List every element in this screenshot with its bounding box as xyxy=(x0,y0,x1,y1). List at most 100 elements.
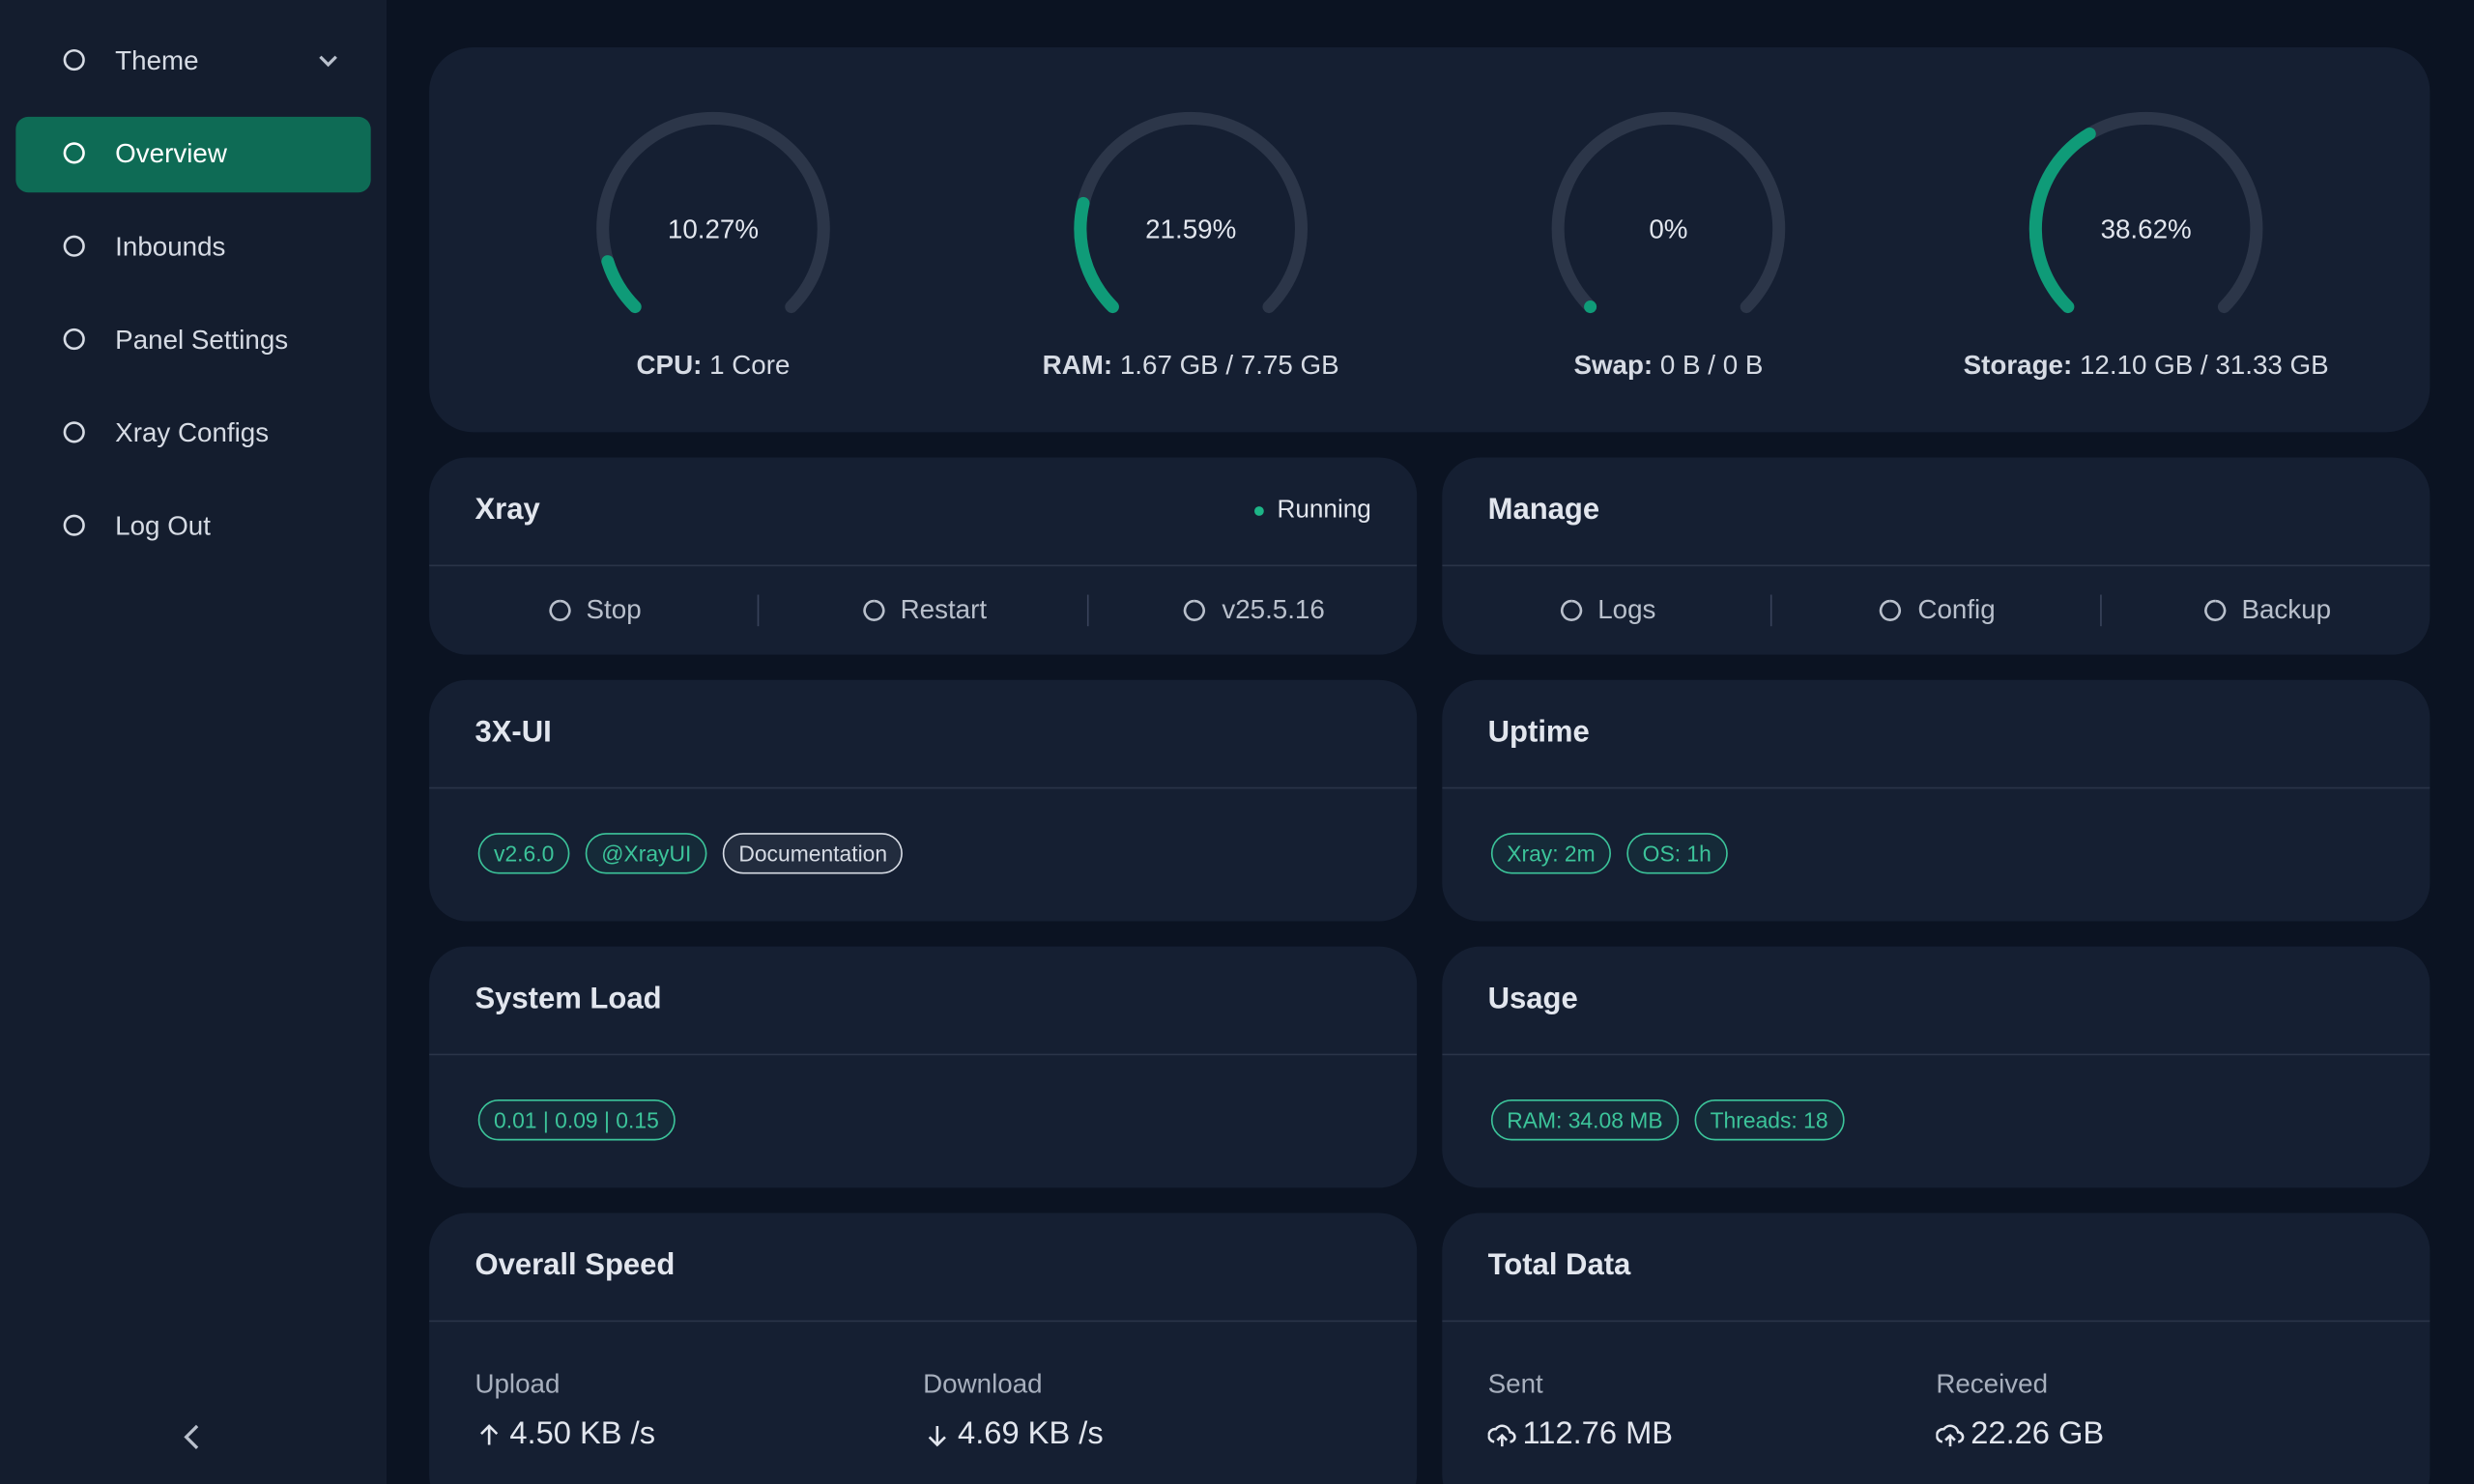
gauge-label: RAM: 1.67 GB / 7.75 GB xyxy=(954,350,1427,382)
icon xyxy=(63,421,85,443)
tag: RAM: 34.08 MB xyxy=(1490,1099,1679,1141)
icon xyxy=(928,1425,946,1446)
actions: Logs Config Backup xyxy=(1442,566,2430,654)
gauge-name: Storage: xyxy=(1963,350,2073,381)
action-label: Stop xyxy=(586,594,642,625)
icon xyxy=(63,514,85,536)
status-dot xyxy=(1254,506,1265,516)
card: Total Data Sent 112.76 MB Received 22.26 GB xyxy=(1442,1213,2431,1484)
action-button[interactable]: Backup xyxy=(2100,594,2430,627)
nav-item[interactable]: Log Out xyxy=(15,489,370,564)
icon xyxy=(862,599,884,621)
status: Running xyxy=(1254,497,1371,525)
tags: RAM: 34.08 MB Threads: 18 xyxy=(1442,1055,2430,1184)
card: Uptime Xray: 2m OS: 1h xyxy=(1442,679,2431,922)
icon xyxy=(1560,599,1582,621)
card-title: Uptime xyxy=(1487,716,1590,750)
action-button[interactable]: Config xyxy=(1769,594,2100,627)
stat-text: 4.69 KB /s xyxy=(958,1416,1104,1452)
icon-shape xyxy=(862,599,884,621)
gauge-detail: 1.67 GB / 7.75 GB xyxy=(1119,350,1339,381)
tag: Threads: 18 xyxy=(1694,1099,1844,1141)
gauge-arc xyxy=(2028,127,2096,314)
card-header: Usage xyxy=(1442,947,2431,1056)
nav-item[interactable]: Theme xyxy=(15,23,370,99)
card: Overall Speed Upload 4.50 KB /s Download 4.6… xyxy=(429,1213,1418,1484)
gauge-detail: 12.10 GB / 31.33 GB xyxy=(2079,350,2329,381)
action-button[interactable]: v25.5.16 xyxy=(1086,594,1417,627)
stat-value: 22.26 GB xyxy=(1936,1416,2384,1453)
card-title: Manage xyxy=(1487,494,1600,528)
card-header: Total Data xyxy=(1442,1213,2431,1323)
icon xyxy=(480,1423,499,1444)
card-header: Manage xyxy=(1442,457,2431,567)
icon xyxy=(63,235,85,257)
nav-item[interactable]: Inbounds xyxy=(15,210,370,285)
nav-item[interactable]: Overview xyxy=(15,116,371,193)
action-label: Backup xyxy=(2241,594,2332,625)
gauge-detail: 1 Core xyxy=(709,350,791,381)
icon-shape xyxy=(63,328,85,351)
gauges-card: 10.27% 21.59% 0% 38.62% CPU: 1 Core RAM: 1.6… xyxy=(429,46,2431,433)
stat-text: 22.26 GB xyxy=(1971,1416,2105,1452)
icon-shape xyxy=(1560,599,1582,621)
collapse-button[interactable] xyxy=(180,1423,205,1451)
card-title: Xray xyxy=(475,494,540,528)
gauge-name: Swap: xyxy=(1573,350,1654,381)
status-text: Running xyxy=(1277,497,1371,525)
stat: Sent 112.76 MB xyxy=(1487,1369,1937,1453)
stat-label: Received xyxy=(1936,1369,2049,1400)
gauge-detail: 0 B / 0 B xyxy=(1659,350,1764,381)
tags: v2.6.0 @XrayUI Documentation xyxy=(429,788,1417,918)
gauge-label: Swap: 0 B / 0 B xyxy=(1431,350,1905,382)
icon-shape xyxy=(63,514,85,536)
gauge-label: Storage: 12.10 GB / 31.33 GB xyxy=(1910,350,2383,382)
action-button[interactable]: Stop xyxy=(429,595,758,627)
nav-label: Panel Settings xyxy=(115,325,289,356)
card-header: Overall Speed xyxy=(429,1213,1418,1323)
stat-text: 112.76 MB xyxy=(1522,1416,1674,1452)
gauge-value: 38.62% xyxy=(2101,214,2192,244)
sidebar: Theme Overview Inbounds Panel Settings Xray … xyxy=(0,0,388,1484)
action-button[interactable]: Logs xyxy=(1442,595,1770,627)
stat-value: 4.69 KB /s xyxy=(923,1416,1371,1453)
dropdown-arrow xyxy=(319,55,337,68)
icon xyxy=(1487,1423,1516,1446)
action-label: v25.5.16 xyxy=(1222,594,1325,625)
stat: Received 22.26 GB xyxy=(1936,1369,2384,1453)
action-button[interactable]: Restart xyxy=(757,594,1087,627)
icon-shape xyxy=(1936,1423,1965,1446)
stat: Upload 4.50 KB /s xyxy=(475,1369,923,1453)
stat-value: 112.76 MB xyxy=(1487,1416,1937,1453)
icon xyxy=(63,328,85,351)
tag: v2.6.0 xyxy=(477,833,570,874)
action-label: Restart xyxy=(900,594,988,625)
card: Xray Running Stop Restart v25.5.16 xyxy=(429,457,1418,655)
gauge-track xyxy=(1551,112,1786,314)
stats: Upload 4.50 KB /s Download 4.69 KB /s xyxy=(429,1322,1417,1453)
card-header: 3X-UI xyxy=(429,680,1418,789)
arrow xyxy=(319,55,337,68)
card-header: System Load xyxy=(429,947,1418,1056)
stat-label: Upload xyxy=(475,1369,561,1400)
nav-item[interactable]: Xray Configs xyxy=(15,396,370,471)
tag: OS: 1h xyxy=(1626,833,1728,874)
icon-shape xyxy=(63,48,85,71)
card-title: Overall Speed xyxy=(475,1249,676,1283)
stat-label: Sent xyxy=(1487,1369,1543,1400)
nav-item[interactable]: Panel Settings xyxy=(15,302,370,378)
icon xyxy=(1184,599,1206,621)
stat-text: 4.50 KB /s xyxy=(509,1416,656,1452)
stats: Sent 112.76 MB Received 22.26 GB xyxy=(1442,1322,2430,1453)
gauge-label: CPU: 1 Core xyxy=(476,350,950,382)
icon xyxy=(1880,599,1902,621)
card: Manage Logs Config Backup xyxy=(1442,457,2431,655)
icon-shape xyxy=(63,142,85,164)
action-label: Logs xyxy=(1597,594,1656,625)
icon xyxy=(63,142,85,164)
cards: Xray Running Stop Restart v25.5.16 Manage Logs… xyxy=(429,457,2431,1484)
icon-shape xyxy=(63,235,85,257)
card-header: Xray Running xyxy=(429,457,1418,567)
icon xyxy=(2203,599,2226,621)
